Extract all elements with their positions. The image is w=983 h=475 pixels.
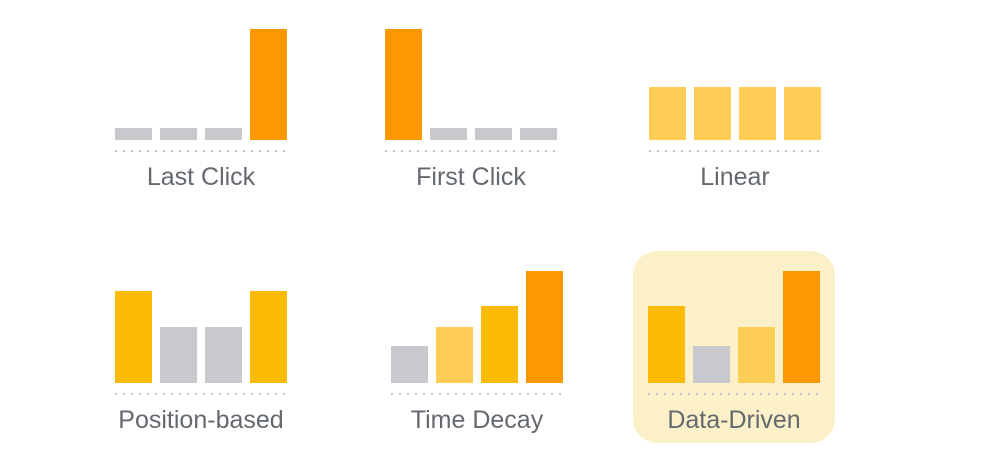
orange-bar xyxy=(385,29,422,140)
model-label: Last Click xyxy=(146,163,256,191)
gold-bar xyxy=(481,306,518,383)
amber-bar xyxy=(694,87,731,140)
baseline-dotted xyxy=(648,393,820,395)
gray-bar xyxy=(430,128,467,140)
mini-bar-chart xyxy=(649,28,821,140)
mini-bar-chart xyxy=(648,271,820,383)
model-label: Time Decay xyxy=(410,406,544,434)
amber-bar xyxy=(784,87,821,140)
gray-bar xyxy=(520,128,557,140)
gray-bar xyxy=(115,128,152,140)
model-tile-first-click[interactable]: First Click xyxy=(370,8,572,200)
amber-bar xyxy=(436,327,473,383)
baseline-dotted xyxy=(115,393,287,395)
model-tile-last-click[interactable]: Last Click xyxy=(100,8,302,200)
amber-bar xyxy=(649,87,686,140)
model-label: Linear xyxy=(700,163,770,191)
mini-bar-chart xyxy=(115,28,287,140)
gray-bar xyxy=(160,327,197,383)
baseline-dotted xyxy=(649,150,821,152)
mini-bar-chart xyxy=(115,271,287,383)
gray-bar xyxy=(693,346,730,383)
gold-bar xyxy=(115,291,152,383)
orange-bar xyxy=(526,271,563,383)
amber-bar xyxy=(738,327,775,383)
orange-bar xyxy=(250,29,287,140)
baseline-dotted xyxy=(385,150,557,152)
model-label: First Click xyxy=(416,163,526,191)
amber-bar xyxy=(739,87,776,140)
orange-bar xyxy=(783,271,820,383)
mini-bar-chart xyxy=(385,28,557,140)
model-label: Data-Driven xyxy=(667,406,801,434)
gold-bar xyxy=(648,306,685,383)
model-label: Position-based xyxy=(118,406,284,434)
model-tile-time-decay[interactable]: Time Decay xyxy=(376,251,578,443)
gray-bar xyxy=(205,327,242,383)
gray-bar xyxy=(475,128,512,140)
gray-bar xyxy=(391,346,428,383)
gold-bar xyxy=(250,291,287,383)
mini-bar-chart xyxy=(391,271,563,383)
baseline-dotted xyxy=(115,150,287,152)
model-tile-data-driven[interactable]: Data-Driven xyxy=(633,251,835,443)
gray-bar xyxy=(160,128,197,140)
model-tile-position-based[interactable]: Position-based xyxy=(100,251,302,443)
gray-bar xyxy=(205,128,242,140)
baseline-dotted xyxy=(391,393,563,395)
model-tile-linear[interactable]: Linear xyxy=(634,8,836,200)
